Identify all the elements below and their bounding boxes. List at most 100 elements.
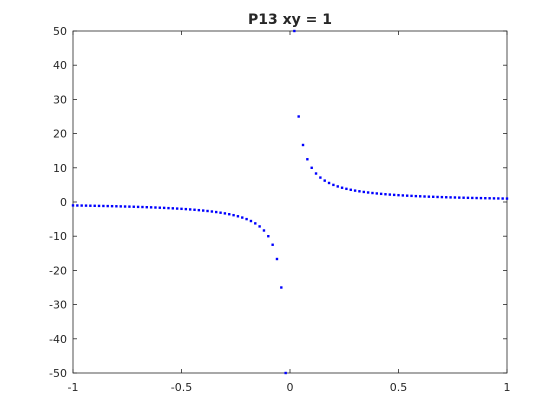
data-point bbox=[306, 158, 309, 161]
data-point bbox=[84, 204, 88, 207]
data-point bbox=[392, 193, 396, 197]
data-point bbox=[379, 192, 383, 196]
data-point bbox=[184, 207, 188, 211]
data-point bbox=[93, 204, 96, 207]
data-point bbox=[471, 196, 474, 200]
data-point bbox=[484, 197, 487, 200]
data-point bbox=[175, 207, 179, 210]
plot-area bbox=[72, 30, 508, 374]
data-point bbox=[423, 195, 426, 198]
y-tick-label: -50 bbox=[49, 367, 67, 380]
data-point bbox=[314, 172, 318, 175]
data-point bbox=[384, 193, 387, 196]
x-axis: -1 -0.5 0 0.5 1 bbox=[68, 31, 511, 394]
data-point bbox=[76, 204, 79, 207]
data-point bbox=[71, 204, 75, 207]
data-point bbox=[123, 205, 127, 208]
data-point bbox=[345, 187, 348, 191]
data-point bbox=[258, 225, 261, 228]
data-point bbox=[223, 212, 227, 215]
data-point bbox=[397, 193, 400, 197]
y-tick-label: -40 bbox=[49, 333, 67, 346]
data-point bbox=[327, 181, 331, 185]
y-tick-label: 20 bbox=[53, 128, 67, 141]
data-series bbox=[71, 29, 509, 375]
x-tick-label: -1 bbox=[68, 381, 79, 394]
data-point bbox=[158, 206, 161, 209]
data-point bbox=[293, 29, 296, 33]
data-point bbox=[284, 371, 287, 375]
data-point bbox=[102, 204, 105, 208]
data-point bbox=[193, 208, 196, 211]
data-point bbox=[80, 204, 83, 207]
data-point bbox=[271, 243, 274, 246]
data-point bbox=[128, 205, 131, 208]
data-point bbox=[171, 207, 175, 210]
data-point bbox=[301, 143, 305, 147]
data-point bbox=[197, 208, 201, 212]
data-point bbox=[432, 195, 435, 199]
data-point bbox=[362, 190, 365, 194]
data-point bbox=[254, 222, 257, 225]
data-point bbox=[145, 205, 148, 209]
data-point bbox=[275, 257, 279, 261]
data-point bbox=[236, 215, 240, 218]
data-point bbox=[375, 192, 378, 195]
y-axis: 50 40 30 20 10 0 -10 -20 -30 -40 -50 bbox=[49, 25, 507, 380]
data-point bbox=[336, 185, 339, 188]
data-point bbox=[410, 194, 413, 198]
data-point bbox=[245, 217, 248, 221]
x-tick-label: -0.5 bbox=[171, 381, 192, 394]
data-point bbox=[219, 211, 222, 214]
data-point bbox=[414, 194, 418, 198]
data-point bbox=[119, 205, 122, 208]
data-point bbox=[497, 197, 500, 200]
y-tick-label: 30 bbox=[53, 93, 67, 106]
x-tick-label: 1 bbox=[504, 381, 511, 394]
data-point bbox=[297, 115, 300, 118]
data-point bbox=[210, 210, 214, 213]
data-point bbox=[401, 194, 405, 197]
data-point bbox=[388, 193, 392, 196]
x-tick-label: 0 bbox=[287, 381, 294, 394]
data-point bbox=[310, 166, 313, 169]
data-point bbox=[154, 206, 157, 209]
data-point bbox=[180, 207, 183, 211]
data-point bbox=[232, 213, 235, 217]
data-point bbox=[371, 191, 374, 195]
data-point bbox=[458, 196, 461, 199]
data-point bbox=[106, 204, 109, 208]
data-point bbox=[323, 179, 326, 182]
y-tick-label: 10 bbox=[53, 162, 67, 175]
data-point bbox=[332, 183, 335, 187]
data-point bbox=[501, 197, 504, 200]
y-tick-label: 50 bbox=[53, 25, 67, 38]
data-point bbox=[206, 209, 209, 213]
chart-title: P13 xy = 1 bbox=[248, 12, 332, 28]
x-tick-label: 0.5 bbox=[390, 381, 408, 394]
data-point bbox=[462, 196, 465, 199]
data-point bbox=[215, 210, 218, 214]
data-point bbox=[353, 189, 357, 192]
data-point bbox=[241, 216, 244, 219]
data-point bbox=[475, 196, 478, 200]
data-point bbox=[262, 229, 266, 232]
data-point bbox=[141, 205, 144, 209]
data-point bbox=[449, 196, 452, 199]
data-point bbox=[405, 194, 409, 197]
data-point bbox=[427, 195, 431, 198]
data-point bbox=[162, 206, 166, 210]
data-point bbox=[419, 195, 422, 198]
data-point bbox=[228, 213, 231, 216]
data-point bbox=[466, 196, 470, 200]
data-point bbox=[280, 286, 283, 289]
data-point bbox=[436, 195, 439, 199]
data-point bbox=[89, 204, 92, 207]
data-point bbox=[366, 191, 370, 194]
data-point bbox=[132, 205, 135, 208]
data-point bbox=[97, 204, 101, 208]
y-tick-label: 0 bbox=[60, 196, 67, 209]
data-point bbox=[440, 195, 444, 199]
data-point bbox=[453, 196, 457, 199]
